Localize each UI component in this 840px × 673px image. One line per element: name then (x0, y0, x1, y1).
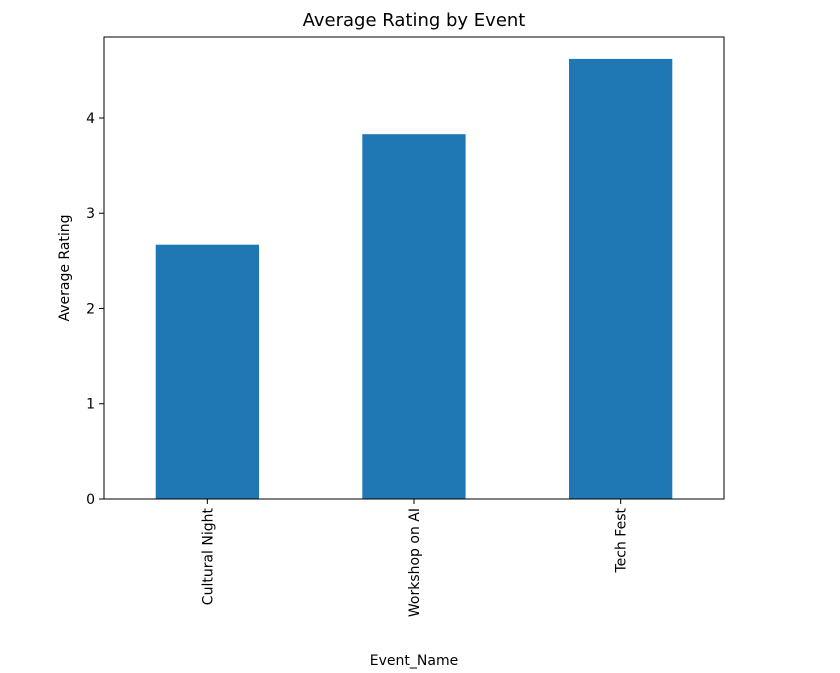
y-tick-label: 2 (86, 301, 95, 317)
y-tick-label: 3 (86, 206, 95, 222)
y-tick-label: 0 (86, 492, 95, 508)
bar-tech-fest (569, 58, 673, 500)
y-axis-ticks: 0 1 2 3 4 (86, 111, 104, 508)
y-tick-label: 4 (86, 111, 95, 127)
bar-cultural-night (155, 244, 259, 499)
x-axis-label: Event_Name (370, 653, 458, 669)
x-axis-ticks: Cultural Night Workshop on AI Tech Fest (200, 499, 630, 617)
x-tick-label: Workshop on AI (407, 508, 423, 617)
chart-title: Average Rating by Event (303, 10, 526, 31)
x-tick-label: Tech Fest (614, 507, 630, 573)
bar-workshop-on-ai (362, 134, 466, 499)
y-tick-label: 1 (86, 397, 95, 413)
y-axis-label: Average Rating (57, 214, 73, 321)
bars-group (155, 58, 673, 500)
x-tick-label: Cultural Night (200, 507, 216, 605)
